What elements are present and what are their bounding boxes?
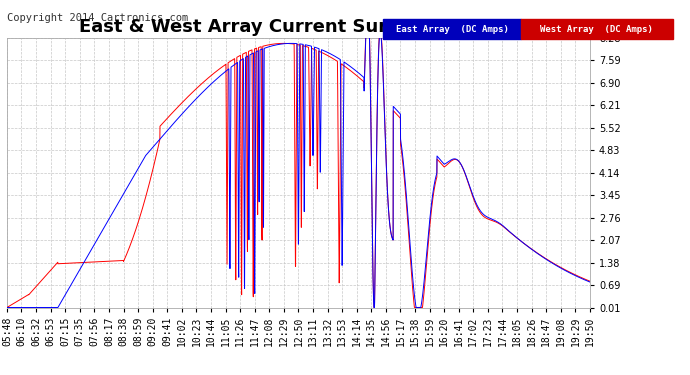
- Text: East Array  (DC Amps): East Array (DC Amps): [395, 25, 509, 34]
- Title: East & West Array Current Sun Aug 3 20:07: East & West Array Current Sun Aug 3 20:0…: [79, 18, 518, 36]
- Text: Copyright 2014 Cartronics.com: Copyright 2014 Cartronics.com: [7, 13, 188, 22]
- Text: West Array  (DC Amps): West Array (DC Amps): [540, 25, 653, 34]
